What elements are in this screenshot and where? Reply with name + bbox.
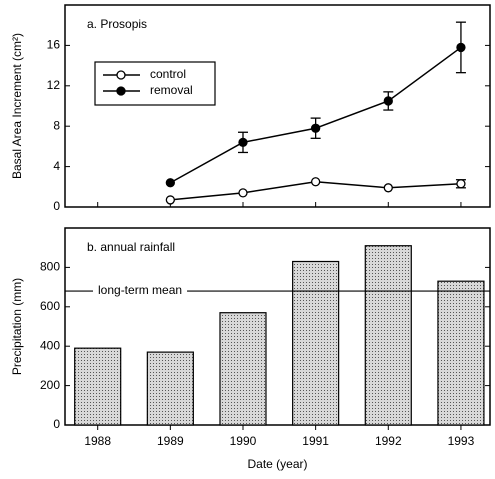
- y-tick-label: 400: [40, 338, 60, 352]
- y-tick-label: 16: [47, 38, 61, 52]
- y-tick-label: 0: [53, 417, 60, 431]
- y-tick-label: 800: [40, 260, 60, 274]
- point: [310, 177, 321, 187]
- y-tick-label: 0: [53, 199, 60, 213]
- x-tick-label: 1989: [157, 434, 184, 448]
- x-tick-label: 1992: [375, 434, 402, 448]
- panel-label: a. Prosopis: [87, 17, 147, 31]
- x-tick-label: 1988: [84, 434, 111, 448]
- panel-label: b. annual rainfall: [87, 240, 175, 254]
- bar: [74, 347, 122, 426]
- point: [165, 195, 175, 205]
- plot-frame: [64, 4, 491, 208]
- x-tick-label: 1993: [448, 434, 475, 448]
- x-axis-label: Date (year): [247, 457, 307, 471]
- bar: [292, 260, 340, 426]
- legend-marker: [116, 70, 126, 80]
- y-tick-label: 200: [40, 378, 60, 392]
- point: [456, 179, 466, 189]
- point: [383, 96, 393, 106]
- y-tick-label: 4: [53, 159, 60, 173]
- y-tick-label: 12: [47, 78, 61, 92]
- legend-marker: [116, 86, 126, 96]
- legend-label: control: [150, 67, 186, 81]
- y-axis-label: Basal Area Increment (cm²): [10, 33, 24, 179]
- y-axis-label: Precipitation (mm): [10, 278, 24, 375]
- point: [310, 123, 321, 133]
- y-tick-label: 600: [40, 299, 60, 313]
- bar: [437, 280, 485, 426]
- legend-label: removal: [150, 83, 193, 97]
- point: [383, 183, 393, 193]
- point: [165, 178, 175, 188]
- legend-box: [94, 61, 216, 106]
- y-tick-label: 8: [53, 118, 60, 132]
- mean-label: long-term mean: [98, 283, 182, 297]
- bar: [364, 245, 412, 426]
- x-tick-label: 1990: [230, 434, 257, 448]
- bar: [219, 312, 267, 426]
- x-tick-label: 1991: [302, 434, 329, 448]
- point: [238, 188, 248, 198]
- point: [238, 137, 248, 148]
- plot-frame: [64, 227, 491, 426]
- point: [456, 42, 466, 53]
- bar: [146, 351, 194, 426]
